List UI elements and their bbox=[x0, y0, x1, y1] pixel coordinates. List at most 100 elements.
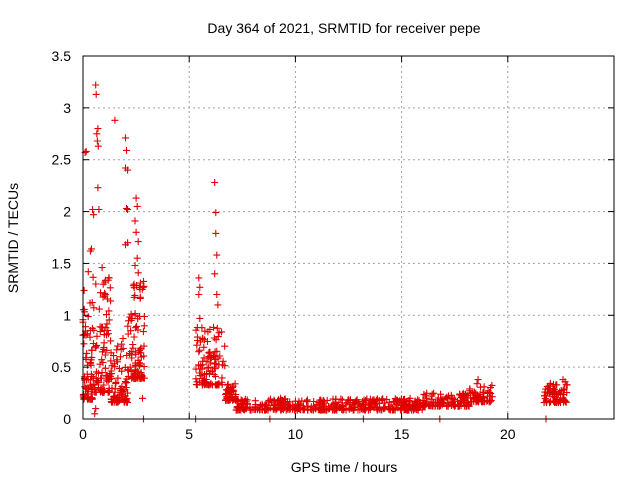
data-point bbox=[218, 328, 225, 336]
data-point bbox=[140, 282, 148, 290]
data-point bbox=[221, 362, 229, 370]
data-point bbox=[455, 402, 463, 410]
data-point bbox=[227, 384, 235, 392]
data-point bbox=[210, 334, 218, 342]
data-point bbox=[88, 346, 96, 354]
data-point bbox=[219, 357, 227, 365]
data-point bbox=[213, 347, 221, 355]
data-point bbox=[124, 330, 132, 338]
data-point bbox=[386, 405, 394, 413]
x-tick-label: 20 bbox=[500, 426, 516, 442]
data-point bbox=[86, 299, 94, 307]
data-point bbox=[332, 405, 340, 413]
data-point bbox=[442, 394, 450, 402]
data-point bbox=[134, 238, 142, 246]
data-point bbox=[123, 146, 130, 154]
data-point bbox=[281, 395, 289, 403]
data-point bbox=[114, 374, 122, 382]
data-point bbox=[89, 380, 97, 388]
data-point bbox=[107, 357, 115, 365]
data-point bbox=[94, 184, 102, 192]
data-point bbox=[235, 403, 243, 411]
data-point bbox=[229, 384, 236, 391]
data-point bbox=[132, 228, 140, 236]
data-point bbox=[92, 344, 100, 352]
data-point bbox=[378, 397, 386, 405]
data-point bbox=[238, 405, 246, 413]
data-point bbox=[108, 362, 116, 370]
data-point bbox=[350, 403, 358, 411]
data-point bbox=[122, 384, 130, 391]
data-point bbox=[221, 342, 229, 350]
data-point bbox=[271, 397, 279, 405]
data-point bbox=[210, 323, 217, 331]
data-point bbox=[83, 349, 91, 357]
data-point bbox=[131, 310, 139, 317]
data-point bbox=[132, 324, 140, 332]
data-point bbox=[82, 355, 90, 363]
data-point bbox=[104, 330, 112, 338]
data-point bbox=[126, 363, 134, 371]
data-point bbox=[103, 311, 110, 319]
data-point bbox=[470, 395, 478, 403]
data-point bbox=[238, 397, 246, 405]
data-point bbox=[296, 400, 304, 408]
data-point bbox=[488, 393, 496, 401]
data-point bbox=[86, 360, 94, 368]
data-point bbox=[133, 254, 141, 262]
data-point bbox=[252, 405, 259, 413]
plot-frame bbox=[82, 55, 615, 420]
data-point bbox=[234, 396, 242, 404]
data-point bbox=[559, 394, 567, 402]
data-point bbox=[95, 305, 103, 313]
data-point bbox=[379, 395, 387, 403]
y-tick-label: 3 bbox=[63, 100, 71, 116]
data-point bbox=[80, 286, 88, 294]
data-point bbox=[320, 402, 328, 410]
data-point bbox=[553, 397, 561, 405]
data-point bbox=[214, 380, 222, 388]
data-point bbox=[133, 322, 140, 330]
data-point bbox=[102, 324, 110, 332]
data-point bbox=[208, 381, 216, 389]
y-axis-label: SRMTID / TECUs bbox=[5, 183, 21, 293]
data-point bbox=[95, 206, 103, 213]
x-tick-label: 5 bbox=[185, 426, 193, 442]
data-point bbox=[443, 402, 451, 410]
data-point bbox=[484, 390, 492, 397]
data-point bbox=[88, 245, 95, 253]
data-point bbox=[126, 350, 134, 357]
data-point bbox=[136, 279, 144, 287]
data-point bbox=[211, 365, 219, 373]
data-point bbox=[284, 403, 291, 411]
data-point bbox=[465, 402, 473, 410]
data-point bbox=[195, 274, 203, 282]
data-point bbox=[119, 335, 127, 342]
data-point bbox=[81, 373, 88, 381]
data-point bbox=[117, 389, 125, 397]
data-point bbox=[418, 406, 426, 414]
data-point bbox=[140, 363, 148, 371]
data-point bbox=[321, 398, 328, 406]
data-point bbox=[122, 398, 130, 406]
data-point bbox=[345, 404, 353, 412]
data-point bbox=[92, 280, 100, 288]
data-point bbox=[136, 360, 144, 368]
data-point bbox=[112, 380, 120, 388]
data-point bbox=[92, 90, 100, 98]
data-point bbox=[132, 194, 140, 202]
data-point bbox=[84, 313, 92, 321]
data-point bbox=[137, 353, 145, 361]
data-point bbox=[426, 402, 434, 410]
data-point bbox=[223, 386, 231, 394]
data-point bbox=[118, 367, 126, 375]
data-point bbox=[277, 394, 284, 402]
chart-title: Day 364 of 2021, SRMTID for receiver pep… bbox=[207, 20, 480, 36]
data-point bbox=[80, 340, 88, 348]
data-point bbox=[124, 166, 132, 174]
data-point bbox=[135, 362, 143, 370]
data-point bbox=[204, 338, 211, 345]
data-point bbox=[107, 349, 115, 357]
data-point bbox=[130, 293, 138, 301]
